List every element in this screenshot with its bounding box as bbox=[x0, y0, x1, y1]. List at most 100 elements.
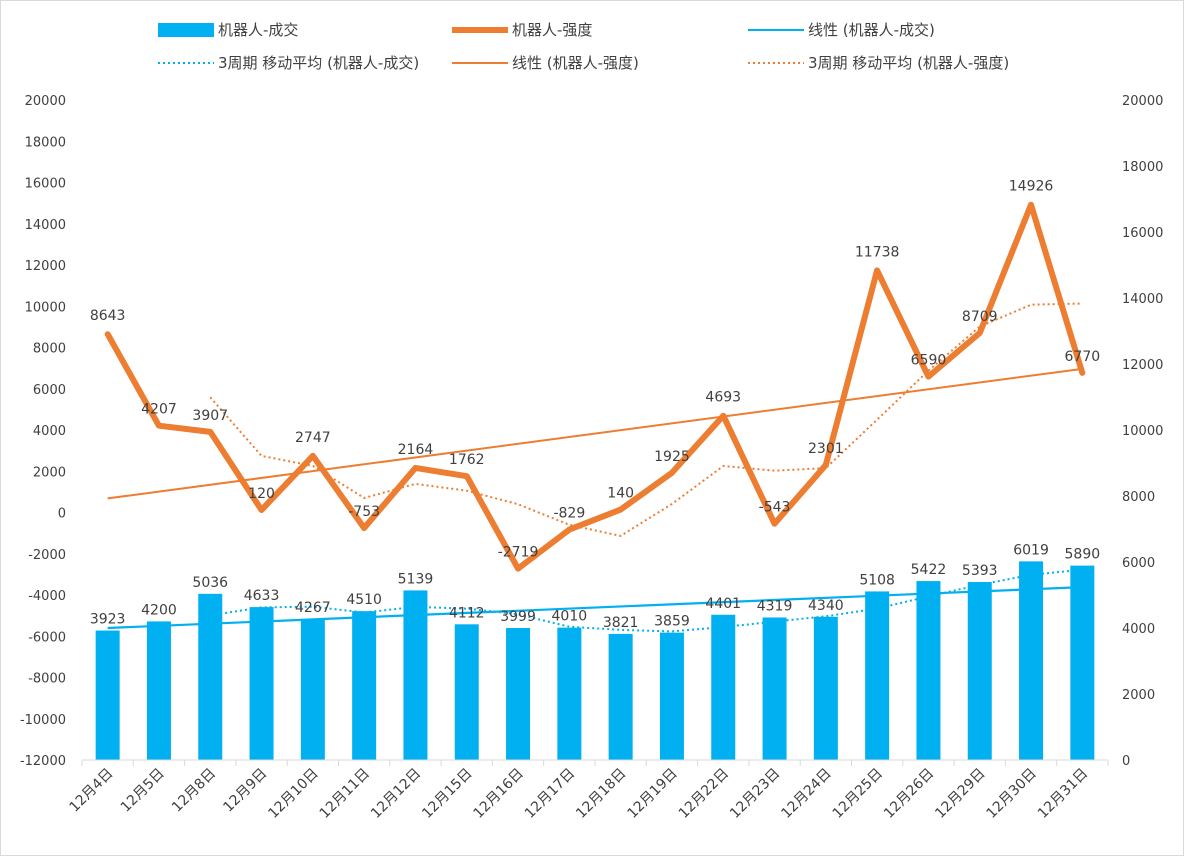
left-axis-tick: 18000 bbox=[25, 135, 66, 150]
left-axis-tick: 12000 bbox=[25, 259, 66, 274]
volume-bar bbox=[813, 616, 838, 760]
volume-data-label: 5139 bbox=[398, 571, 434, 587]
legend-swatch-bar bbox=[158, 23, 214, 37]
volume-bar bbox=[249, 607, 274, 760]
left-axis-tick: -12000 bbox=[20, 754, 66, 769]
volume-data-label: 3923 bbox=[90, 612, 126, 628]
left-axis-tick: -6000 bbox=[28, 630, 66, 645]
right-axis-tick: 2000 bbox=[1122, 688, 1155, 703]
strength-data-label: 6590 bbox=[911, 353, 947, 369]
right-axis-tick: 10000 bbox=[1122, 424, 1163, 439]
left-axis-tick: 16000 bbox=[25, 177, 66, 192]
legend-label: 3周期 移动平均 (机器人-成交) bbox=[218, 54, 419, 72]
strength-data-label: 6770 bbox=[1065, 349, 1101, 365]
left-axis-tick: 14000 bbox=[25, 218, 66, 233]
bar-series-volume bbox=[95, 561, 1095, 760]
volume-bar bbox=[916, 581, 941, 760]
volume-moving-average bbox=[210, 568, 1083, 633]
strength-data-label: -753 bbox=[348, 504, 380, 520]
left-axis-tick: 0 bbox=[58, 507, 66, 522]
volume-data-label: 4112 bbox=[449, 605, 485, 621]
volume-bar bbox=[557, 627, 582, 760]
right-axis-tick: 4000 bbox=[1122, 622, 1155, 637]
left-axis-tick: 2000 bbox=[33, 465, 66, 480]
volume-bar bbox=[506, 628, 531, 760]
volume-bar bbox=[146, 621, 171, 760]
volume-linear-trend bbox=[107, 585, 1083, 630]
volume-data-label: 3859 bbox=[654, 614, 690, 630]
right-axis-tick: 18000 bbox=[1122, 160, 1163, 175]
volume-bar bbox=[711, 614, 736, 760]
left-axis-tick: 6000 bbox=[33, 383, 66, 398]
right-axis-tick: 6000 bbox=[1122, 556, 1155, 571]
volume-bar bbox=[198, 593, 223, 760]
volume-bar bbox=[762, 617, 787, 760]
volume-data-label: 4401 bbox=[705, 596, 741, 612]
strength-data-label: 4207 bbox=[141, 402, 177, 418]
right-axis-tick: 14000 bbox=[1122, 292, 1163, 307]
volume-bar bbox=[95, 630, 120, 760]
right-axis-tick: 12000 bbox=[1122, 358, 1163, 373]
strength-data-label: -543 bbox=[759, 500, 791, 516]
strength-data-label: 2747 bbox=[295, 430, 331, 446]
left-axis-tick: 20000 bbox=[25, 94, 66, 109]
right-axis-tick: 20000 bbox=[1122, 94, 1163, 109]
data-labels: 3923 4200 5036 4633 4267 4510 5139 4112 3999 4010… bbox=[90, 179, 1100, 631]
strength-data-label: 8709 bbox=[962, 309, 998, 325]
volume-data-label: 4200 bbox=[141, 602, 177, 618]
volume-bar bbox=[352, 611, 377, 760]
volume-data-label: 5422 bbox=[911, 562, 947, 578]
right-axis-tick: 0 bbox=[1122, 754, 1130, 769]
strength-data-label: 11738 bbox=[855, 244, 900, 260]
volume-data-label: 5108 bbox=[859, 572, 895, 588]
volume-data-label: 4510 bbox=[346, 592, 382, 608]
volume-data-label: 3821 bbox=[603, 615, 639, 631]
volume-data-label: 4633 bbox=[244, 588, 280, 604]
volume-bar bbox=[608, 633, 633, 760]
volume-bar bbox=[865, 591, 890, 760]
left-axis-tick: 4000 bbox=[33, 424, 66, 439]
strength-moving-average bbox=[209, 302, 1083, 537]
volume-bar bbox=[454, 624, 479, 760]
volume-bar bbox=[659, 632, 684, 760]
volume-bar bbox=[403, 590, 428, 760]
volume-data-label: 4010 bbox=[552, 609, 588, 625]
volume-bar bbox=[1019, 561, 1044, 760]
left-axis-tick: -10000 bbox=[20, 713, 66, 728]
legend-label: 机器人-成交 bbox=[218, 21, 298, 39]
legend: 机器人-成交 机器人-强度 线性 (机器人-成交) 3周期 移动平均 (机器人-成交)… bbox=[158, 21, 1009, 72]
volume-data-label: 4340 bbox=[808, 598, 844, 614]
strength-data-label: 3907 bbox=[192, 408, 228, 424]
strength-data-label: 120 bbox=[248, 486, 275, 502]
volume-data-label: 4319 bbox=[757, 598, 793, 614]
left-axis-tick: -4000 bbox=[28, 589, 66, 604]
strength-data-label: 2164 bbox=[398, 442, 434, 458]
right-axis-tick: 8000 bbox=[1122, 490, 1155, 505]
left-axis-tick: 10000 bbox=[25, 300, 66, 315]
right-axis-tick: 16000 bbox=[1122, 226, 1163, 241]
strength-data-label: -2719 bbox=[498, 545, 539, 561]
volume-data-label: 5890 bbox=[1065, 547, 1101, 563]
left-axis-tick: -8000 bbox=[28, 672, 66, 687]
volume-bar bbox=[300, 619, 325, 760]
legend-label: 机器人-强度 bbox=[512, 21, 592, 39]
legend-label: 线性 (机器人-成交) bbox=[808, 21, 935, 39]
strength-line bbox=[104, 201, 1086, 572]
volume-data-label: 5036 bbox=[192, 575, 228, 591]
strength-data-label: 4693 bbox=[705, 390, 741, 406]
strength-data-label: 140 bbox=[607, 486, 634, 502]
strength-data-label: 8643 bbox=[90, 308, 126, 324]
legend-label: 3周期 移动平均 (机器人-强度) bbox=[808, 54, 1009, 72]
strength-data-label: -829 bbox=[553, 506, 585, 522]
trend-lines-volume bbox=[107, 568, 1083, 633]
line-series-strength bbox=[104, 201, 1086, 572]
left-axis-tick: 8000 bbox=[33, 342, 66, 357]
volume-data-label: 4267 bbox=[295, 600, 331, 616]
strength-data-label: 2301 bbox=[808, 441, 844, 457]
volume-bar bbox=[967, 582, 992, 760]
volume-data-label: 3999 bbox=[500, 609, 536, 625]
legend-label: 线性 (机器人-强度) bbox=[512, 54, 639, 72]
volume-data-label: 6019 bbox=[1013, 542, 1049, 558]
